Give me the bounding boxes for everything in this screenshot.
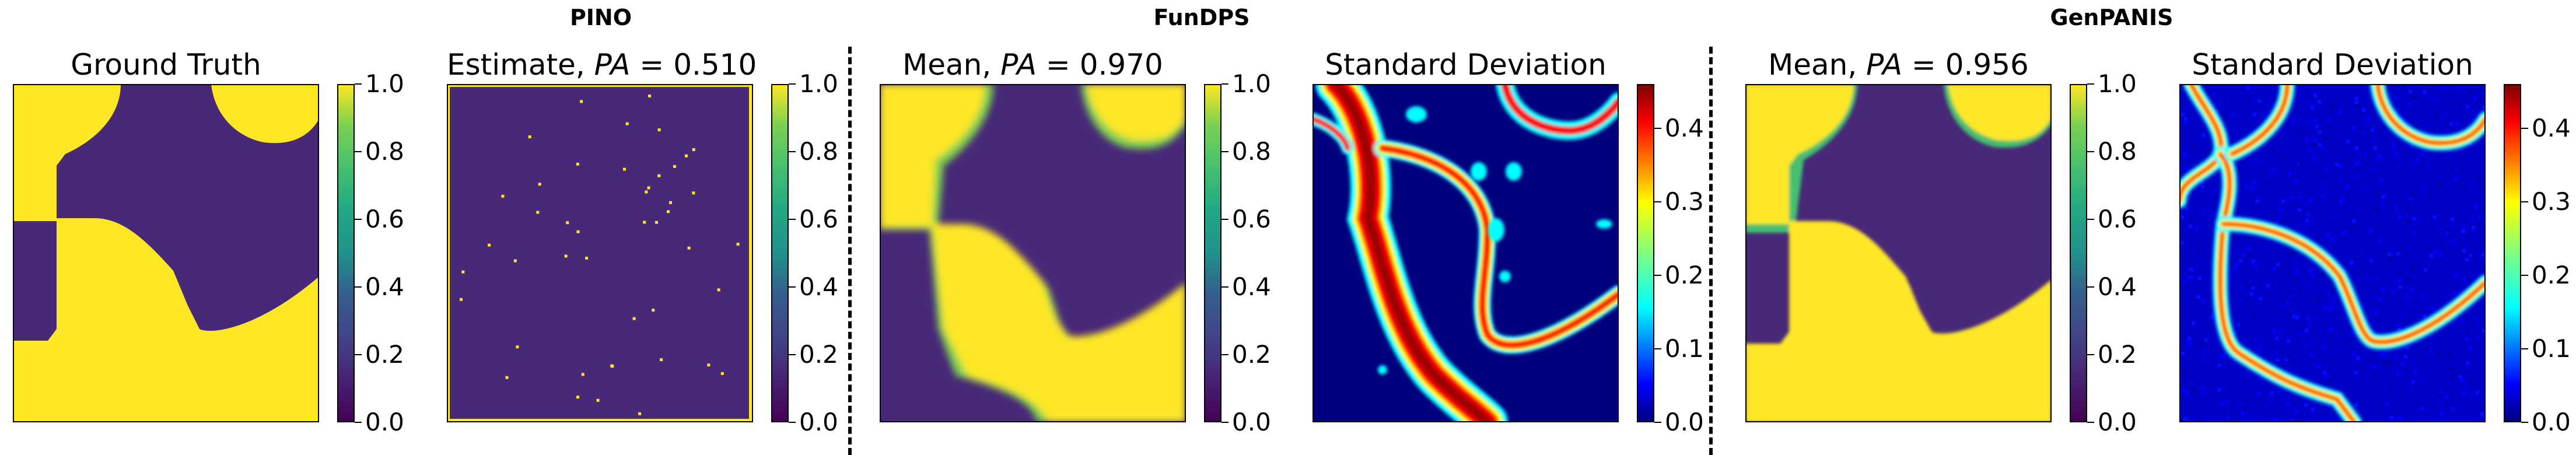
group-title-fundps: FunDPS <box>1153 5 1250 30</box>
colorbar-tick-label: 1.0 <box>799 69 838 98</box>
colorbar-tick <box>1222 286 1228 288</box>
panel-title-pino-estimate: Estimate, PA = 0.510 <box>447 48 757 82</box>
colorbar-tick <box>1654 348 1661 349</box>
colorbar-tick-label: 0.6 <box>365 205 404 233</box>
colorbar-tick-label: 0.0 <box>2098 408 2137 436</box>
colorbar-genpanis-mean <box>2070 84 2087 422</box>
divider-fundps-genpanis <box>1709 47 1713 455</box>
colorbar-tick-label: 0.1 <box>1665 334 1704 363</box>
colorbar-tick-label: 0.2 <box>1232 340 1271 369</box>
colorbar-tick-label: 0.2 <box>365 340 404 369</box>
colorbar-tick <box>1222 219 1228 220</box>
pino-estimate-image <box>447 84 753 422</box>
colorbar-tick <box>789 151 796 152</box>
colorbar-tick-label: 0.8 <box>365 137 404 166</box>
colorbar-tick-label: 0.0 <box>799 408 838 436</box>
fundps-std-image <box>1312 84 1619 422</box>
colorbar-tick <box>2521 422 2528 423</box>
colorbar-tick-label: 0.2 <box>1665 260 1704 289</box>
divider-pino-fundps <box>848 47 852 455</box>
colorbar-tick-label: 0.4 <box>1232 272 1271 301</box>
colorbar-tick-label: 0.1 <box>2532 334 2571 363</box>
colorbar-tick <box>1654 201 1661 202</box>
colorbar-tick <box>2521 127 2528 129</box>
colorbar-genpanis-std <box>2504 84 2521 422</box>
colorbar-tick <box>2521 274 2528 276</box>
colorbar-tick-label: 0.0 <box>1665 408 1704 436</box>
colorbar-tick-label: 0.3 <box>1665 187 1704 216</box>
colorbar-pino <box>771 84 789 422</box>
colorbar-tick <box>789 422 796 423</box>
colorbar-tick-label: 0.4 <box>2098 272 2137 301</box>
colorbar-tick-label: 0.0 <box>2532 408 2571 436</box>
fundps-mean-image <box>880 84 1186 422</box>
colorbar-tick <box>1222 354 1228 355</box>
colorbar-tick <box>355 151 362 152</box>
colorbar-tick <box>1222 83 1228 85</box>
colorbar-tick <box>355 354 362 355</box>
colorbar-tick <box>789 354 796 355</box>
group-title-pino: PINO <box>569 5 632 30</box>
colorbar-tick-label: 0.4 <box>365 272 404 301</box>
colorbar-tick <box>355 286 362 288</box>
colorbar-tick-label: 0.8 <box>1232 137 1271 166</box>
panel-title-fundps-std: Standard Deviation <box>1325 48 1606 82</box>
genpanis-std-image <box>2179 84 2486 422</box>
colorbar-tick-label: 0.0 <box>365 408 404 436</box>
colorbar-tick <box>789 286 796 288</box>
colorbar-tick-label: 0.6 <box>799 205 838 233</box>
colorbar-tick <box>1654 422 1661 423</box>
colorbar-fundps-mean <box>1204 84 1222 422</box>
colorbar-tick-label: 0.4 <box>799 272 838 301</box>
colorbar-tick-label: 1.0 <box>2098 69 2137 98</box>
panel-title-fundps-mean: Mean, PA = 0.970 <box>902 48 1163 82</box>
group-title-genpanis: GenPANIS <box>2050 5 2174 30</box>
colorbar-tick-label: 0.2 <box>799 340 838 369</box>
colorbar-tick-label: 0.6 <box>2098 205 2137 233</box>
colorbar-tick-label: 0.4 <box>1665 113 1704 142</box>
colorbar-tick <box>2087 286 2094 288</box>
colorbar-tick-label: 0.3 <box>2532 187 2571 216</box>
colorbar-tick <box>1654 127 1661 129</box>
colorbar-tick-label: 0.0 <box>1232 408 1271 436</box>
colorbar-tick <box>789 83 796 85</box>
colorbar-tick <box>355 219 362 220</box>
colorbar-ground-truth <box>337 84 355 422</box>
colorbar-tick <box>789 219 796 220</box>
panel-title-genpanis-std: Standard Deviation <box>2192 48 2473 82</box>
colorbar-tick-label: 0.2 <box>2098 340 2137 369</box>
colorbar-tick <box>1654 274 1661 276</box>
colorbar-tick-label: 1.0 <box>365 69 404 98</box>
colorbar-tick <box>2087 83 2094 85</box>
colorbar-tick-label: 0.8 <box>2098 137 2137 166</box>
colorbar-tick-label: 1.0 <box>1232 69 1271 98</box>
colorbar-tick <box>355 422 362 423</box>
colorbar-tick <box>1222 151 1228 152</box>
colorbar-tick <box>2087 219 2094 220</box>
panel-title-ground-truth: Ground Truth <box>71 48 261 82</box>
colorbar-tick-label: 0.8 <box>799 137 838 166</box>
colorbar-tick <box>2087 151 2094 152</box>
colorbar-tick-label: 0.2 <box>2532 260 2571 289</box>
colorbar-tick <box>2521 201 2528 202</box>
colorbar-tick <box>355 83 362 85</box>
panel-title-genpanis-mean: Mean, PA = 0.956 <box>1768 48 2029 82</box>
colorbar-tick <box>1222 422 1228 423</box>
genpanis-mean-image <box>1745 84 2052 422</box>
colorbar-tick <box>2521 348 2528 349</box>
colorbar-tick <box>2087 422 2094 423</box>
colorbar-tick-label: 0.6 <box>1232 205 1271 233</box>
ground-truth-image <box>13 84 319 422</box>
colorbar-tick-label: 0.4 <box>2532 113 2571 142</box>
colorbar-tick <box>2087 354 2094 355</box>
colorbar-fundps-std <box>1637 84 1654 422</box>
